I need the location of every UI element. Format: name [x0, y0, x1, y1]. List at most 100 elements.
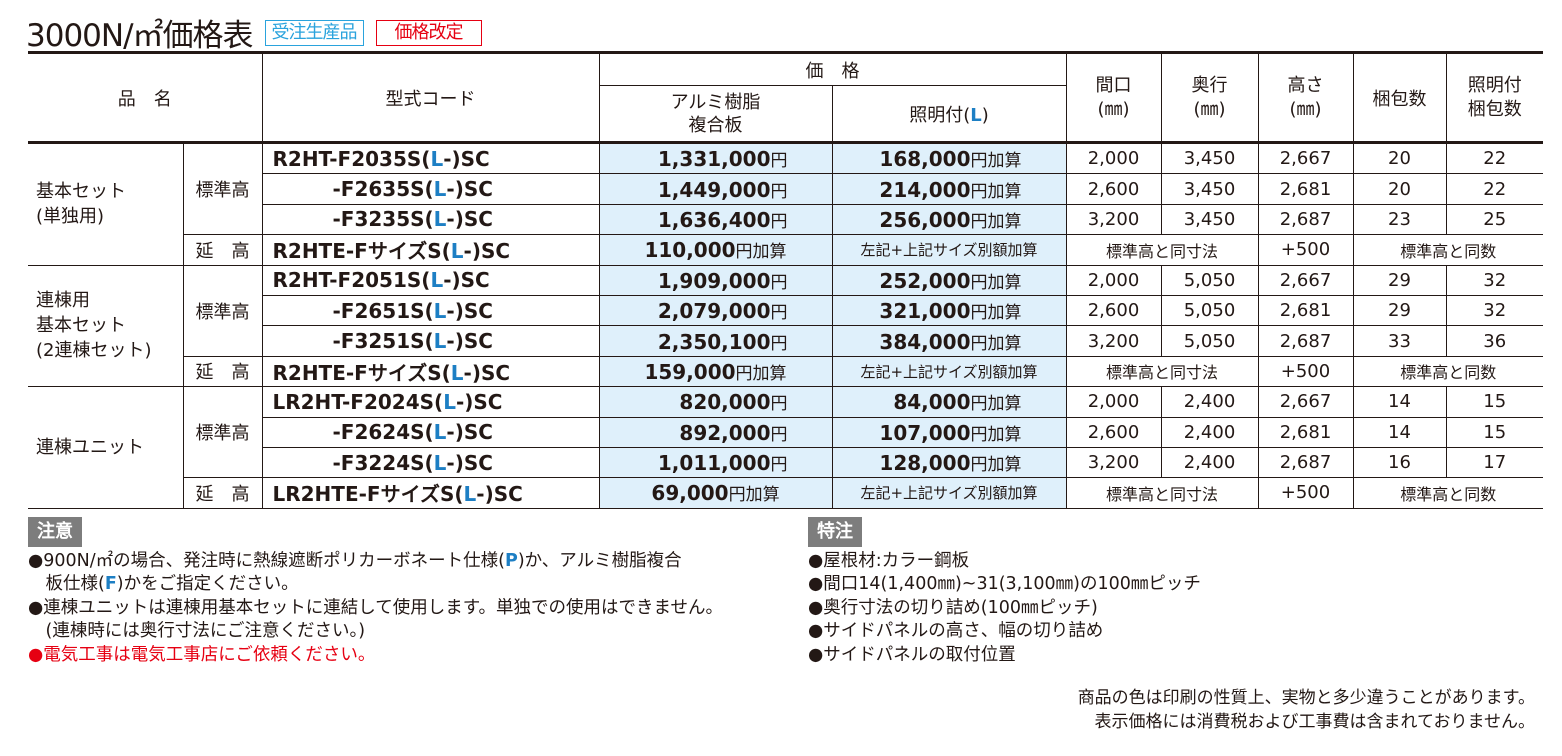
code-suffix: -)SC	[463, 239, 511, 264]
lighting-price-unit: 円加算	[970, 181, 1022, 202]
header-depth: 奥行 (㎜)	[1160, 52, 1259, 143]
caution-line: ●900N/㎡の場合、発注時に熱線遮断ポリカーボネート仕様(P)か、アルミ樹脂複…	[28, 550, 723, 574]
price-unit: 円加算	[735, 363, 787, 384]
table-row: -F2651S(L-)SC 2,079,000円 321,000円加算 2,600 5,…	[28, 294, 1543, 327]
price-unit: 円	[770, 333, 788, 354]
code-lighting-l: L	[450, 360, 464, 385]
special-item: ●奥行寸法の切り詰め(100㎜ピッチ)	[808, 597, 1098, 618]
packs-value: 20	[1352, 173, 1447, 205]
price-unit: 円	[770, 303, 788, 324]
lighting-price: 84,000円加算	[831, 386, 1067, 418]
price-table: 品 名 型式コード 価 格 間口 (㎜) 奥行 (㎜) 高さ (㎜) 梱包数 照…	[28, 51, 1543, 509]
lighting-price-unit: 円加算	[970, 394, 1022, 415]
depth-value: 2,400	[1160, 416, 1259, 448]
packs-value: 29	[1352, 264, 1447, 296]
page-title: 3000N/㎡価格表 受注生産品 価格改定	[26, 10, 482, 55]
price-value: 820,000	[679, 390, 771, 415]
alum-price: 69,000円加算	[598, 477, 833, 509]
price-value: 69,000	[651, 481, 729, 506]
price-unit: 円	[770, 394, 788, 415]
header-packs: 梱包数	[1352, 52, 1447, 143]
lighting-price: 107,000円加算	[831, 416, 1067, 448]
caution-f: F	[104, 574, 117, 594]
height-value: 2,687	[1257, 446, 1354, 479]
light-packs-value: 22	[1445, 141, 1543, 175]
packs-value: 23	[1352, 203, 1447, 236]
caution-line: 板仕様(F)かをご指定ください。	[28, 573, 723, 597]
same-size-note: 標準高と同寸法	[1065, 355, 1259, 388]
height-value: 2,667	[1257, 141, 1354, 175]
caution-section: 注意 ●900N/㎡の場合、発注時に熱線遮断ポリカーボネート仕様(P)か、アルミ…	[28, 517, 723, 667]
table-row: -F2624S(L-)SC 892,000円 107,000円加算 2,600 2,40…	[28, 416, 1543, 448]
same-packs-note: 標準高と同数	[1352, 234, 1543, 266]
model-code: R2HT-F2035S(L-)SC	[261, 141, 600, 175]
width-value: 2,600	[1065, 294, 1162, 327]
width-value: 2,600	[1065, 173, 1162, 205]
header-height: 高さ (㎜)	[1257, 52, 1354, 143]
code-lighting-l: L	[433, 420, 447, 445]
light-packs-value: 15	[1445, 386, 1543, 418]
lighting-price-value: 384,000	[879, 329, 971, 354]
table-row: 連棟ユニット 標準高 LR2HT-F2024S(L-)SC 820,000円 84,00…	[28, 386, 1543, 509]
caution-text: )かをご指定ください。	[116, 574, 299, 594]
code-suffix: -)SC	[446, 177, 493, 202]
lighting-price-value: 321,000	[879, 299, 971, 324]
light-packs-value: 25	[1445, 203, 1543, 236]
code-suffix: -)SC	[476, 482, 523, 507]
price-value: 110,000	[644, 238, 736, 263]
width-value: 3,200	[1065, 446, 1162, 479]
model-code: R2HTE-FサイズS(L-)SC	[261, 234, 600, 266]
price-unit: 円	[770, 455, 788, 476]
lighting-price-value: 214,000	[879, 177, 971, 202]
code-prefix: -F3251S(	[332, 329, 434, 354]
footer-line: 表示価格には消費税および工事費は含まれておりません。	[1094, 712, 1535, 732]
packs-value: 14	[1352, 386, 1447, 418]
depth-value: 3,450	[1160, 203, 1259, 236]
table-row: -F3235S(L-)SC 1,636,400円 256,000円加算 3,200 3,…	[28, 203, 1543, 236]
alum-price: 892,000円	[598, 416, 833, 448]
header-alum-composite: アルミ樹脂 複合板	[599, 85, 833, 143]
code-prefix: -F3224S(	[332, 450, 434, 475]
depth-value: 3,450	[1160, 141, 1259, 175]
lighting-price-unit: 円加算	[970, 455, 1022, 476]
header-light-text: 照明付(	[909, 104, 971, 126]
code-lighting-l: L	[430, 268, 444, 293]
code-prefix: -F3235S(	[332, 207, 434, 232]
table-row: -F3224S(L-)SC 1,011,000円 128,000円加算 3,200 2,…	[28, 446, 1543, 479]
header-width: 間口 (㎜)	[1065, 52, 1162, 143]
code-lighting-l: L	[463, 482, 477, 507]
code-lighting-l: L	[433, 177, 447, 202]
height-value: +500	[1257, 355, 1354, 388]
same-packs-note: 標準高と同数	[1352, 355, 1543, 388]
light-packs-value: 15	[1445, 416, 1543, 448]
code-prefix: -F2635S(	[332, 177, 434, 202]
code-suffix: -)SC	[455, 389, 503, 414]
height-value: 2,681	[1257, 173, 1354, 205]
lighting-price-value: 256,000	[879, 207, 971, 232]
code-prefix: R2HTE-FサイズS(	[272, 239, 451, 264]
lighting-price-value: 168,000	[879, 147, 971, 172]
depth-value: 5,050	[1160, 325, 1259, 357]
special-item: ●サイドパネルの取付位置	[808, 644, 1016, 665]
price-unit: 円	[770, 181, 788, 202]
price-value: 2,079,000	[657, 299, 771, 324]
price-unit: 円加算	[735, 242, 787, 263]
code-prefix: -F2624S(	[332, 420, 434, 445]
same-size-note: 標準高と同寸法	[1065, 477, 1259, 509]
code-lighting-l: L	[433, 329, 447, 354]
lighting-price-value: 252,000	[879, 268, 971, 293]
code-suffix: -)SC	[463, 360, 511, 385]
code-lighting-l: L	[433, 450, 447, 475]
code-prefix: LR2HT-F2024S(	[272, 389, 444, 414]
table-row: -F3251S(L-)SC 2,350,100円 384,000円加算 3,200 5,…	[28, 325, 1543, 357]
code-lighting-l: L	[443, 389, 456, 414]
model-code: -F3224S(L-)SC	[262, 446, 600, 479]
depth-value: 5,050	[1160, 294, 1259, 327]
extension-row: 延 高 R2HTE-FサイズS(L-)SC 159,000円加算 左記+上記サイズ別額…	[28, 355, 1543, 388]
lighting-price-unit: 円加算	[970, 151, 1022, 172]
code-prefix: -F2651S(	[332, 298, 434, 323]
light-packs-value: 32	[1445, 264, 1543, 296]
width-value: 3,200	[1065, 325, 1162, 357]
lighting-price-value: 107,000	[879, 420, 971, 445]
model-code: R2HT-F2051S(L-)SC	[261, 264, 600, 296]
